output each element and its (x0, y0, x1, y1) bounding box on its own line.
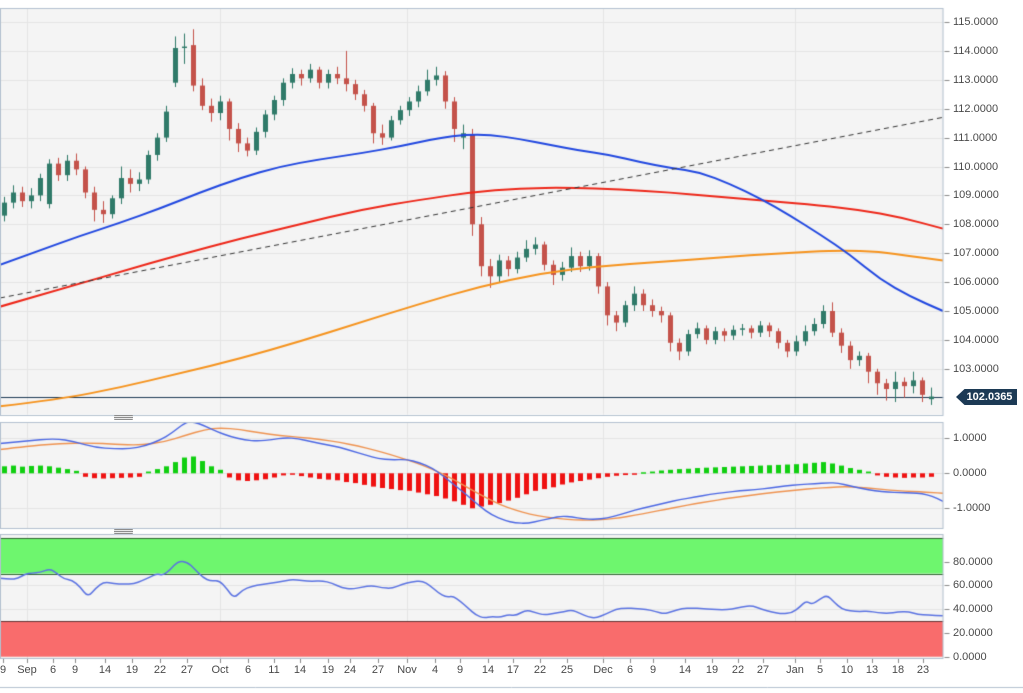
last-price-badge: 102.0365 (956, 389, 1017, 405)
time-tick-label: 19 (705, 664, 719, 676)
time-tick-label: 27 (756, 664, 770, 676)
price-tick-label: 115.0000 (953, 16, 999, 28)
time-tick-label: Nov (397, 664, 417, 676)
time-tick-label: 6 (626, 664, 634, 676)
price-tick-label: 106.0000 (953, 276, 999, 289)
panel-resize-handle-rsi[interactable] (114, 529, 133, 534)
rsi-tick-label: 80.0000 (953, 555, 993, 568)
time-tick-label: 27 (180, 664, 194, 676)
time-tick-label: 27 (371, 664, 385, 676)
macd-tick-label: 1.0000 (953, 432, 987, 445)
rsi-tick-label: 60.0000 (953, 579, 993, 592)
time-tick-label: 5 (816, 664, 824, 676)
macd-tick-label: 0.0000 (953, 467, 987, 480)
time-tick-label: 6 (49, 664, 57, 676)
time-tick-label: 14 (481, 664, 495, 676)
time-tick-label: 22 (153, 664, 167, 676)
time-tick-label: 14 (293, 664, 307, 676)
time-tick-label: 9 (456, 664, 464, 676)
rsi-tick-label: 40.0000 (953, 603, 993, 616)
price-tick-label: 114.0000 (953, 44, 999, 57)
time-tick-label: 13 (865, 664, 879, 676)
price-tick-label: 111.0000 (953, 131, 998, 144)
time-tick-label: 19 (321, 664, 335, 676)
time-tick-label: 23 (916, 664, 930, 676)
time-tick-label: Dec (593, 664, 613, 676)
price-tick-label: 104.0000 (953, 333, 999, 346)
price-tick-label: 105.0000 (953, 305, 999, 317)
time-tick-label: 6 (244, 664, 252, 676)
time-tick-label: 9 (0, 664, 7, 676)
time-tick-label: 9 (71, 664, 79, 676)
rsi-tick-label: 0.0000 (953, 650, 987, 663)
price-tick-label: 113.0000 (953, 73, 999, 86)
time-tick-label: Jan (786, 664, 804, 676)
price-tick-label: 110.0000 (953, 160, 999, 173)
time-tick-label: 11 (268, 664, 280, 676)
time-tick-label: 18 (891, 664, 905, 676)
time-tick-label: 19 (125, 664, 139, 676)
time-tick-label: 10 (840, 664, 854, 676)
panel-resize-handle-macd[interactable] (114, 415, 133, 420)
time-tick-label: 17 (506, 664, 520, 676)
rsi-tick-label: 20.0000 (953, 626, 993, 639)
price-tick-label: 103.0000 (953, 362, 999, 375)
price-tick-label: 108.0000 (953, 218, 999, 231)
time-tick-label: 14 (98, 664, 112, 676)
time-tick-label: 24 (343, 664, 357, 676)
time-tick-label: 4 (431, 664, 439, 676)
time-tick-label: 9 (649, 664, 657, 676)
time-tick-label: 22 (533, 664, 547, 676)
price-tick-label: 107.0000 (953, 247, 999, 260)
price-tick-label: 109.0000 (953, 189, 999, 202)
macd-tick-label: -1.0000 (953, 502, 991, 515)
time-tick-label: 25 (560, 664, 574, 676)
time-tick-label: Sep (17, 664, 37, 676)
time-tick-label: 14 (678, 664, 692, 676)
price-tick-label: 112.0000 (953, 102, 999, 115)
time-tick-label: 22 (731, 664, 745, 676)
time-tick-label: Oct (211, 664, 229, 676)
